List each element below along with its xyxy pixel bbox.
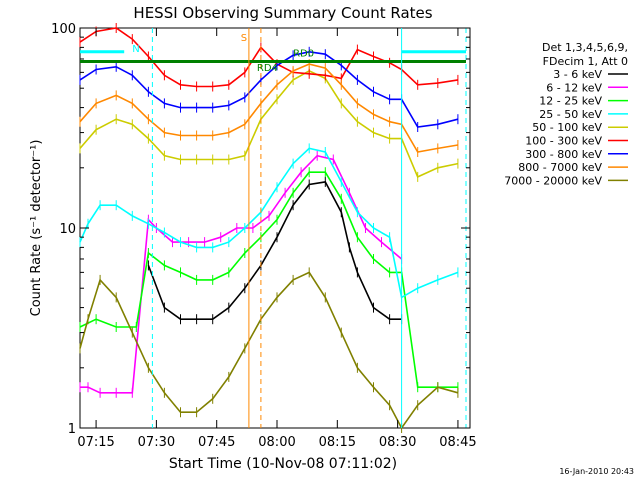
x-tick-label: 07:45 [198,435,235,450]
legend-label: 50 - 100 keV [532,121,602,134]
x-tick-label: 08:00 [258,435,295,450]
legend-label: 25 - 50 keV [539,108,602,121]
legend-item: 25 - 50 keV [539,108,628,121]
series-line [79,70,459,178]
legend-label: 12 - 25 keV [539,95,602,108]
series-1 [79,150,403,398]
timestamp: 16-Jan-2010 20:43 [559,467,634,476]
legend-header-line-2: FDecim 1, Att 0 [543,55,628,68]
legend: Det 1,3,4,5,6,9, FDecim 1, Att 0 3 - 6 k… [504,41,628,187]
legend-item: 100 - 300 keV [525,135,628,148]
legend-label: 300 - 800 keV [525,148,602,161]
y-tick-label: 1 [68,422,76,437]
series-line [79,171,458,388]
y-tick-label: 10 [59,222,76,237]
x-axis-label: Start Time (10-Nov-08 07:11:02) [169,456,397,472]
series-line [147,181,402,320]
legend-item: 6 - 12 keV [546,81,628,94]
annotation-n: N [132,44,139,55]
legend-label: 7000 - 20000 keV [504,174,602,187]
axis-layer: 07:15 07:30 07:45 08:00 08:15 08:30 08:45 1 10 10… [51,22,477,450]
annotation-rd0: RD0 [293,49,314,60]
x-tick-label: 08:30 [379,435,416,450]
legend-item: 3 - 6 keV [553,68,628,81]
overlay-layer: N S RD0 RD4 [80,28,467,428]
legend-label: 3 - 6 keV [553,68,602,81]
series-line [80,154,403,394]
legend-label: 800 - 7000 keV [518,161,602,174]
annotation-s: S [241,33,247,44]
legend-item: 300 - 800 keV [525,148,628,161]
x-tick-label: 07:15 [77,435,114,450]
x-tick-label: 08:45 [439,435,476,450]
series-7 [79,59,459,157]
legend-item: 7000 - 20000 keV [504,174,628,187]
legend-item: 800 - 7000 keV [518,161,628,174]
annotation-rd4: RD4 [257,63,278,74]
legend-label: 100 - 300 keV [525,135,602,148]
chart-title: HESSI Observing Summary Count Rates [133,4,432,22]
legend-item: 12 - 25 keV [539,95,628,108]
legend-label: 6 - 12 keV [546,81,602,94]
series-layer [79,23,459,433]
y-tick-label: 100 [51,22,76,37]
y-axis-label: Count Rate (s⁻¹ detector⁻¹) [29,140,44,317]
series-line [79,27,459,88]
series-line [79,50,459,128]
series-line [79,63,459,153]
series-0 [147,176,403,325]
legend-item: 50 - 100 keV [532,121,628,134]
x-tick-label: 08:15 [319,435,356,450]
x-tick-label: 07:30 [138,435,175,450]
legend-header-line-1: Det 1,3,4,5,6,9, [542,41,628,54]
